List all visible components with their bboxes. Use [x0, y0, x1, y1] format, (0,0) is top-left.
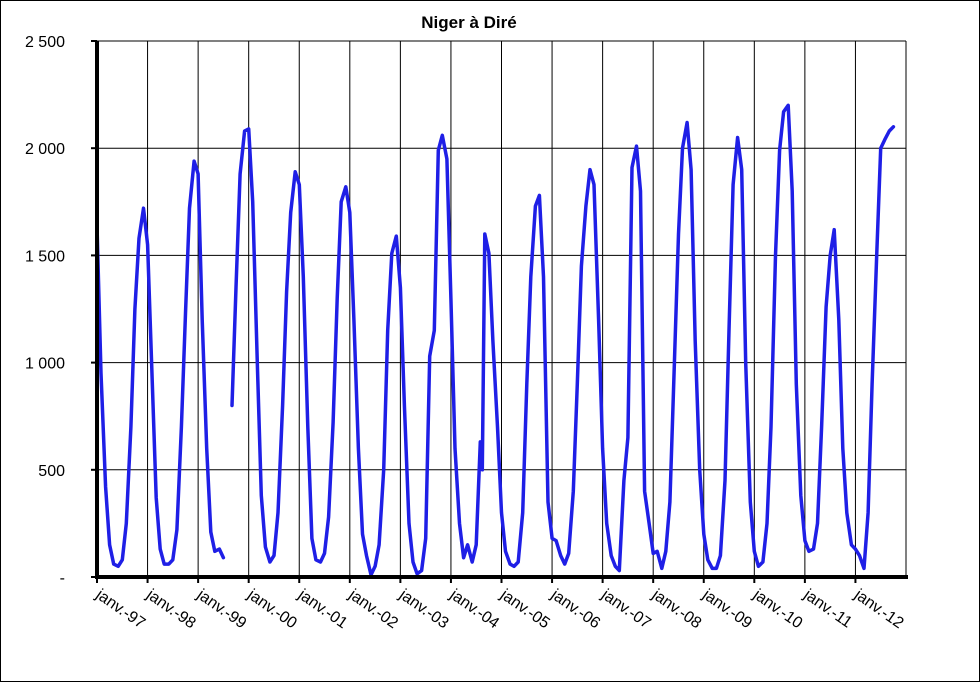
x-tick-label: janv.-98 — [142, 586, 198, 633]
x-tick-label: janv.-01 — [294, 586, 350, 633]
series-layer — [95, 103, 896, 577]
x-tick-label: janv.-08 — [648, 586, 704, 633]
x-tick-label: janv.-04 — [446, 586, 502, 633]
discharge-line-segment — [95, 159, 226, 569]
axes — [91, 40, 908, 583]
x-tick-label: janv.-99 — [193, 586, 249, 633]
x-tick-label: janv.-07 — [598, 586, 654, 633]
x-tick-label: janv.-11 — [800, 586, 855, 632]
y-tick-label: 500 — [38, 463, 65, 480]
x-tick-label: janv.-97 — [92, 586, 148, 633]
y-tick-labels: - 500 1 000 1 500 2 000 2 500 — [25, 34, 65, 587]
y-tick-label: - — [60, 570, 65, 587]
x-tick-label: janv.-06 — [547, 586, 603, 633]
x-tick-label: janv.-03 — [395, 586, 451, 633]
x-tick-label: janv.-00 — [244, 586, 300, 633]
x-tick-label: janv.-05 — [496, 586, 552, 633]
discharge-line-segment — [230, 103, 896, 577]
chart-title: Niger à Diré — [421, 13, 516, 32]
x-tick-label: janv.-12 — [850, 586, 906, 633]
x-tick-labels: janv.-97janv.-98janv.-99janv.-00janv.-01… — [92, 586, 907, 633]
x-tick-label: janv.-09 — [699, 586, 755, 633]
x-tick-label: janv.-02 — [345, 586, 401, 633]
y-tick-label: 2 500 — [25, 34, 65, 51]
y-tick-label: 1 000 — [25, 356, 65, 373]
x-tick-label: janv.-10 — [749, 586, 805, 633]
y-tick-label: 1 500 — [25, 248, 65, 265]
y-tick-label: 2 000 — [25, 141, 65, 158]
